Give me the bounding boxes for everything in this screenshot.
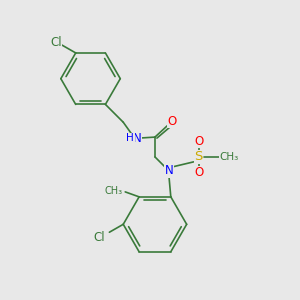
Text: H: H [126, 133, 134, 143]
Text: N: N [164, 164, 173, 177]
Text: Cl: Cl [94, 231, 105, 244]
Text: O: O [167, 115, 176, 128]
Text: S: S [194, 150, 203, 164]
Text: O: O [194, 135, 203, 148]
Text: O: O [194, 166, 203, 179]
Text: N: N [133, 132, 142, 145]
Text: Cl: Cl [50, 35, 62, 49]
Text: CH₃: CH₃ [220, 152, 239, 162]
Text: CH₃: CH₃ [104, 186, 122, 196]
